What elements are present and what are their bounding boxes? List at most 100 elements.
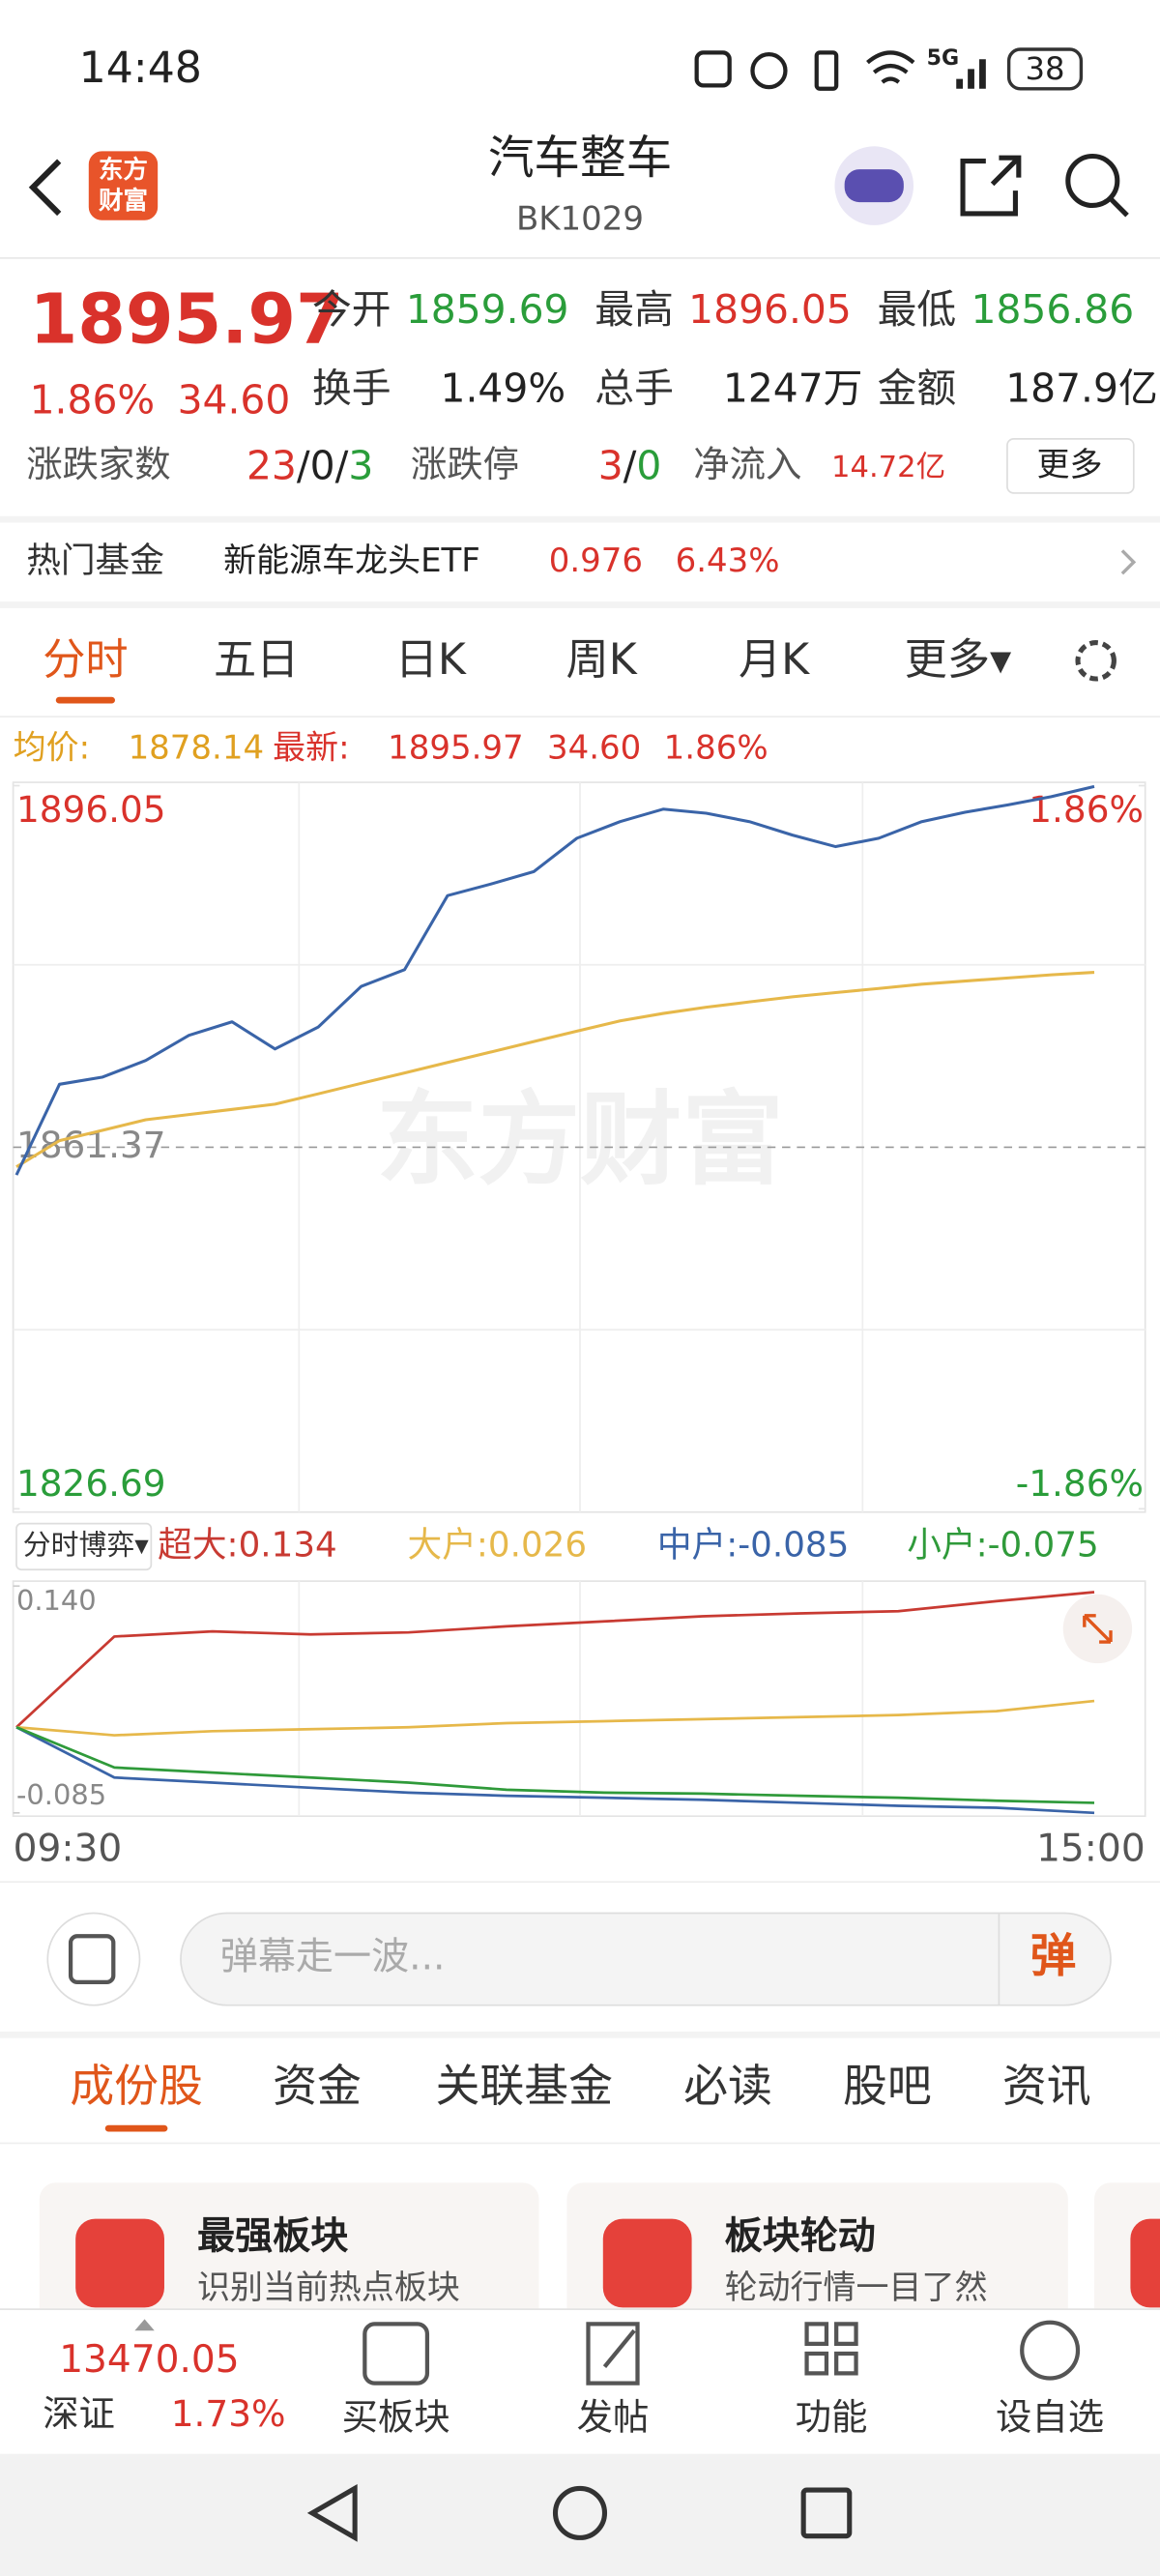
divider: [0, 515, 1160, 523]
y2-tick-label: 1.86%: [1029, 788, 1144, 831]
card[interactable]: [39, 2182, 539, 2331]
y-tick-label: 0.140: [16, 1584, 97, 1617]
content-tab[interactable]: 成份股: [70, 2060, 203, 2112]
breadth-part: 0: [310, 442, 335, 488]
share-button[interactable]: [960, 155, 1022, 217]
stat-label: 金额: [878, 366, 957, 412]
search-button[interactable]: [1065, 153, 1120, 209]
content-tab[interactable]: 必读: [683, 2060, 772, 2112]
app-logo: [88, 151, 159, 220]
more-label: 更多: [1037, 446, 1103, 484]
nav-back[interactable]: [306, 2483, 358, 2542]
stat-value: 187.9亿: [1005, 366, 1158, 412]
price-line: [14, 784, 1095, 1176]
stat-label: 最低: [878, 286, 957, 333]
more-button[interactable]: [1006, 437, 1135, 494]
chart-tab[interactable]: 分时: [43, 635, 128, 685]
x-tick-label: 15:00: [1036, 1827, 1146, 1870]
info-change: 34.60: [547, 729, 641, 768]
tab-underline: [104, 2124, 168, 2132]
y2-tick-label: -1.86%: [1016, 1462, 1144, 1505]
chart-tab[interactable]: 月K: [739, 635, 810, 685]
card-icon: [1130, 2218, 1160, 2308]
tab-underline: [55, 696, 115, 704]
nav-label[interactable]: 功能: [796, 2396, 868, 2439]
content-tab[interactable]: 关联基金: [435, 2060, 613, 2112]
stat-label: 换手: [312, 366, 392, 412]
y-tick-label: 1826.69: [16, 1462, 166, 1505]
robot-face: [844, 169, 904, 203]
y-tick-label: 1896.05: [16, 788, 166, 831]
flow-line: [15, 1725, 1095, 1804]
comment-list-button[interactable]: [46, 1912, 141, 2006]
system-nav: [0, 2453, 1160, 2576]
nav-label[interactable]: 设自选: [996, 2396, 1104, 2439]
info-pct: 1.86%: [664, 729, 768, 768]
watermark: 东方财富: [376, 1080, 784, 1199]
inflow-value: 14.72亿: [831, 451, 945, 484]
index-name: 深证: [43, 2392, 115, 2435]
content-tab[interactable]: 股吧: [843, 2060, 932, 2112]
card-desc: 轮动行情一目了然: [725, 2269, 988, 2307]
nav-icon: [804, 2322, 858, 2376]
flow-line: [15, 1699, 1095, 1737]
x-tick-label: 09:30: [14, 1827, 123, 1870]
vibrate-icon: [814, 50, 839, 91]
info-last-label: 最新:: [273, 729, 349, 768]
inflow-label: 净流入: [693, 443, 801, 485]
nfc-icon: [694, 50, 732, 88]
stat-value: 1856.86: [972, 286, 1135, 333]
y-tick-label: -0.085: [16, 1778, 106, 1811]
alarm-icon: [750, 51, 788, 90]
info-avg: 1878.14: [129, 729, 265, 768]
flow-selector[interactable]: [15, 1522, 153, 1571]
fund-name[interactable]: 新能源车龙头ETF: [223, 542, 480, 580]
breadth-part: /: [297, 442, 310, 488]
limit-label: 涨跌停: [411, 443, 519, 485]
chart-tab[interactable]: 周K: [566, 635, 638, 685]
content-tab[interactable]: 资金: [273, 2060, 362, 2112]
logo-text: 东方: [99, 156, 148, 185]
nav-label[interactable]: 买板块: [342, 2396, 450, 2439]
info-last: 1895.97: [388, 729, 524, 768]
comment-input[interactable]: [180, 1912, 1112, 2006]
info-avg-label: 均价:: [14, 729, 90, 768]
index-pct: 1.73%: [171, 2392, 286, 2435]
content-tab[interactable]: 资讯: [1002, 2060, 1091, 2112]
pct-change: 1.86%: [30, 376, 156, 423]
flow-selector-label: 分时博弈▾: [23, 1528, 150, 1561]
danmaku-button[interactable]: 弹: [1030, 1930, 1077, 1983]
expand-icon: [1083, 1614, 1113, 1644]
fund-label: 热门基金: [26, 541, 164, 580]
legend-entry: 超大:0.134: [158, 1525, 337, 1565]
comment-icon: [68, 1934, 116, 1984]
flow-line: [15, 1591, 1095, 1729]
flow-line: [15, 1726, 1095, 1815]
stat-value: 1.49%: [441, 366, 566, 412]
breadth-label: 涨跌家数: [26, 443, 171, 485]
settings-button[interactable]: [1075, 640, 1116, 682]
price-line: [15, 971, 1095, 1168]
nav-label[interactable]: 发帖: [577, 2396, 650, 2439]
legend-entry: 大户:0.026: [408, 1525, 588, 1565]
legend-entry: 中户:-0.085: [657, 1525, 849, 1565]
nav-icon: [1020, 2320, 1081, 2381]
network-type: 5G: [927, 45, 959, 71]
nav-recent[interactable]: [800, 2487, 853, 2539]
card-icon: [602, 2218, 692, 2308]
back-button[interactable]: [28, 159, 62, 217]
chart-tab[interactable]: 五日: [214, 635, 299, 685]
battery-level: 38: [1025, 50, 1064, 87]
chevron: [1120, 549, 1137, 575]
logo-text: 财富: [99, 187, 148, 216]
index-value: 13470.05: [59, 2338, 239, 2382]
limit-part: 3: [598, 442, 624, 488]
nav-icon: [362, 2322, 430, 2386]
limit-part: 0: [636, 442, 661, 488]
stat-label: 最高: [594, 286, 674, 333]
card[interactable]: [566, 2182, 1068, 2331]
nav-home[interactable]: [552, 2485, 608, 2540]
chart-tab[interactable]: 日K: [395, 635, 467, 685]
chart-tab[interactable]: 更多▾: [905, 635, 1012, 685]
